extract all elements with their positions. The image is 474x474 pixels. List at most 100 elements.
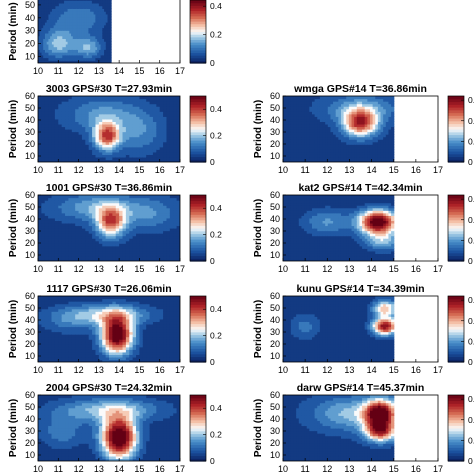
heatmap-cell bbox=[65, 195, 70, 199]
heatmap-cell bbox=[159, 212, 164, 216]
heatmap-cell bbox=[81, 346, 86, 350]
heatmap-cell bbox=[75, 318, 80, 322]
heatmap-cell bbox=[54, 250, 59, 254]
heatmap-cell bbox=[81, 98, 86, 102]
heatmap-cell bbox=[64, 27, 67, 31]
heatmap-cell bbox=[78, 131, 83, 135]
x-tick-label: 10 bbox=[33, 365, 43, 375]
colorbar-segment bbox=[190, 228, 206, 232]
heatmap-cell bbox=[38, 149, 42, 153]
heatmap-cell bbox=[75, 329, 80, 333]
heatmap-cell bbox=[119, 103, 124, 107]
heatmap-cell bbox=[176, 336, 180, 340]
heatmap-cell bbox=[65, 200, 70, 204]
heatmap-cell bbox=[54, 453, 59, 457]
heatmap-cell bbox=[98, 2, 102, 7]
heatmap-cell bbox=[104, 30, 107, 34]
heatmap-cell bbox=[166, 248, 171, 252]
heatmap-cell bbox=[173, 210, 178, 214]
heatmap-cell bbox=[85, 331, 90, 335]
heatmap-cell bbox=[44, 349, 49, 353]
heatmap-cell bbox=[50, 46, 53, 50]
heatmap-cell bbox=[71, 433, 76, 437]
heatmap-cell bbox=[146, 212, 151, 216]
heatmap-cell bbox=[98, 306, 103, 310]
heatmap-cell bbox=[139, 329, 144, 333]
heatmap-cell bbox=[132, 323, 137, 328]
heatmap-cell bbox=[51, 197, 56, 201]
heatmap-cell bbox=[88, 13, 91, 18]
heatmap-cell bbox=[115, 210, 120, 214]
heatmap-cell bbox=[122, 121, 127, 125]
heatmap-cell bbox=[156, 301, 161, 305]
heatmap-cell bbox=[78, 217, 83, 221]
heatmap-cell bbox=[79, 0, 83, 1]
heatmap-cell bbox=[48, 222, 53, 227]
heatmap-cell bbox=[65, 433, 70, 437]
heatmap-cell bbox=[169, 331, 174, 335]
heatmap-cell bbox=[95, 136, 100, 140]
heatmap-cell bbox=[51, 450, 56, 454]
heatmap-cell bbox=[142, 354, 147, 358]
heatmap-cell bbox=[64, 30, 67, 34]
heatmap-cell bbox=[119, 123, 124, 128]
heatmap-cell bbox=[71, 402, 76, 406]
heatmap-cell bbox=[38, 412, 42, 416]
heatmap-cell bbox=[176, 240, 180, 244]
heatmap-cell bbox=[105, 195, 110, 199]
heatmap-cell bbox=[112, 301, 117, 305]
heatmap-cell bbox=[61, 235, 66, 239]
heatmap-cell bbox=[58, 258, 63, 261]
heatmap-cell bbox=[129, 146, 134, 150]
heatmap-cell bbox=[54, 225, 59, 229]
heatmap-cell bbox=[132, 230, 137, 234]
heatmap-cell bbox=[75, 420, 80, 424]
heatmap-cell bbox=[88, 146, 93, 150]
heatmap-cell bbox=[51, 400, 56, 404]
heatmap-cell bbox=[92, 215, 97, 219]
heatmap-cell bbox=[98, 16, 102, 20]
heatmap-cell bbox=[68, 136, 73, 140]
heatmap-cell bbox=[39, 41, 43, 45]
heatmap-cell bbox=[125, 336, 130, 340]
heatmap-cell bbox=[119, 349, 124, 353]
heatmap-cell bbox=[68, 131, 73, 135]
heatmap-cell bbox=[51, 11, 55, 15]
heatmap-cell bbox=[107, 49, 110, 53]
heatmap-cell bbox=[68, 126, 73, 130]
heatmap-cell bbox=[136, 356, 141, 361]
heatmap-cell bbox=[83, 35, 86, 40]
heatmap-cell bbox=[75, 159, 80, 162]
heatmap-cell bbox=[68, 301, 73, 305]
heatmap-cell bbox=[129, 207, 134, 211]
heatmap-cell bbox=[48, 103, 53, 107]
heatmap-cell bbox=[104, 54, 107, 59]
heatmap-cell bbox=[77, 43, 81, 48]
heatmap-cell bbox=[54, 131, 59, 135]
heatmap-cell bbox=[48, 101, 53, 105]
heatmap-cell bbox=[61, 397, 66, 401]
heatmap-cell bbox=[58, 448, 63, 452]
heatmap-cell bbox=[48, 30, 51, 34]
heatmap-cell bbox=[132, 134, 137, 138]
heatmap-cell bbox=[176, 108, 180, 112]
heatmap-cell bbox=[41, 400, 46, 404]
heatmap-cell bbox=[84, 0, 88, 4]
heatmap-cell bbox=[71, 207, 76, 211]
heatmap-cell bbox=[72, 32, 76, 37]
heatmap-cell bbox=[139, 238, 144, 242]
heatmap-cell bbox=[48, 410, 53, 414]
heatmap-cell bbox=[109, 35, 112, 40]
heatmap-cell bbox=[85, 296, 90, 300]
heatmap-cell bbox=[78, 321, 83, 325]
heatmap-cell bbox=[112, 243, 117, 247]
heatmap-cell bbox=[81, 5, 84, 9]
heatmap-cell bbox=[44, 334, 49, 338]
heatmap-cell bbox=[39, 16, 43, 20]
heatmap-cell bbox=[48, 235, 53, 239]
heatmap-cell bbox=[104, 60, 107, 63]
heatmap-cell bbox=[102, 349, 107, 353]
heatmap-cell bbox=[122, 151, 127, 155]
heatmap-cell bbox=[136, 323, 141, 328]
heatmap-cell bbox=[38, 450, 42, 454]
